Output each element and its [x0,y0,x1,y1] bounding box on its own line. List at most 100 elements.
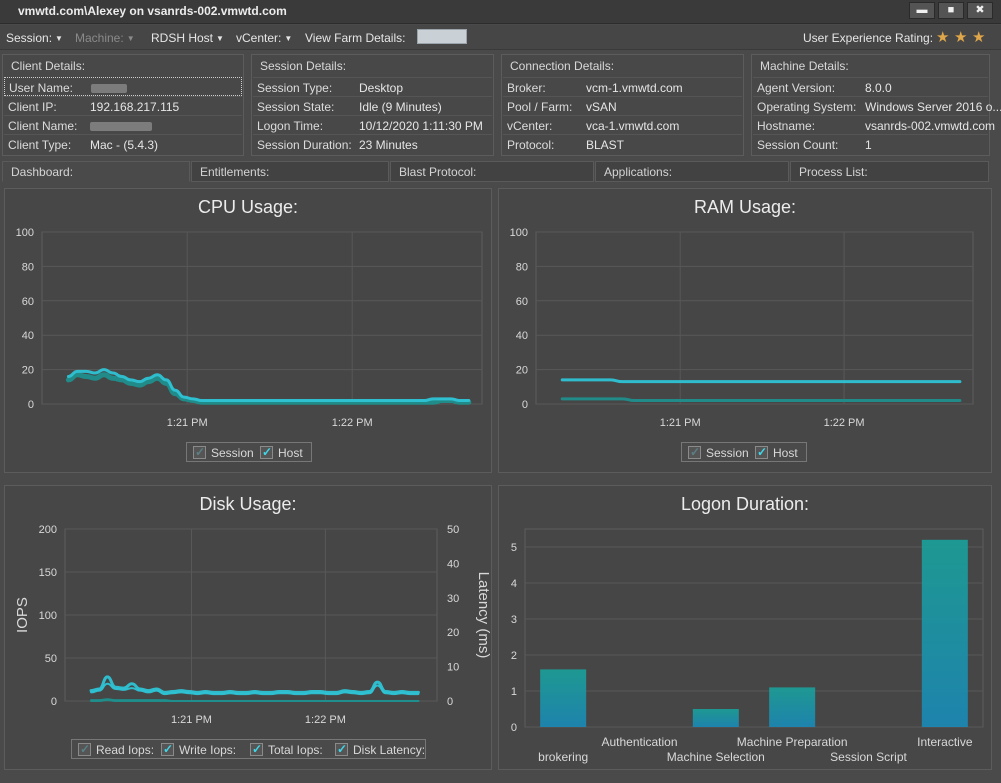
legend-read-iops[interactable]: Read Iops: [78,742,154,757]
legend-total-iops[interactable]: Total Iops: [250,742,323,757]
close-button[interactable]: ✖ [967,2,993,19]
tab-dashboard[interactable]: Dashboard: [2,161,190,182]
disk-legend: Read Iops: Write Iops: Total Iops: Disk … [71,739,426,759]
y-tick-label: 80 [22,261,34,273]
x-tick-label: 1:22 PM [305,714,346,726]
y2-tick-label: 50 [447,524,459,536]
client-row-ip: Client IP: 192.168.217.115 [4,96,242,115]
row-value: Idle (9 Minutes) [359,100,442,114]
cpu-legend: Session Host [186,442,312,462]
y-tick-label: 100 [16,227,34,239]
machine-row: Agent Version: 8.0.0 [753,77,988,96]
user-name-value [91,81,127,95]
series-line-disk-latency- [90,698,420,702]
y-axis-label: IOPS [14,597,31,633]
view-farm-details-box[interactable] [417,29,467,44]
connection-row: Broker: vcm-1.vmwtd.com [503,77,742,96]
connection-row: Pool / Farm: vSAN [503,96,742,115]
series-line-host [560,378,962,384]
session-row: Session State: Idle (9 Minutes) [253,96,492,115]
legend-disk-latency[interactable]: Disk Latency: [335,742,425,757]
row-key: Broker: [507,81,546,95]
category-label: Machine Selection [667,750,765,764]
maximize-button[interactable]: ■ [938,2,964,19]
checkbox-icon[interactable] [755,445,768,459]
row-value: vsanrds-002.vmwtd.com [865,119,996,133]
tab-applications[interactable]: Applications: [595,161,789,182]
chevron-down-icon: ▼ [216,34,224,43]
y-tick-label: 0 [28,399,34,411]
disk-chart-svg: 0 50 100 150 200 1:21 PM 1:22 PM 0 10 20 30 40 50 IOP… [14,524,492,726]
bar-machine-selection [692,709,739,727]
category-label: Machine Preparation [737,735,848,749]
row-key: User Name: [9,81,74,95]
series-line-write-iops- [90,682,420,696]
checkbox-icon[interactable] [335,742,348,756]
x-tick-label: 1:21 PM [167,417,208,429]
vcenter-menu[interactable]: vCenter: ▼ [236,31,293,45]
legend-host[interactable]: Host [755,445,798,460]
checkbox-icon[interactable] [688,445,701,459]
tab-strip: Dashboard: Entitlements: Blast Protocol:… [0,161,1001,182]
x-tick-label: 1:21 PM [171,714,212,726]
client-row-user-name[interactable]: User Name: [4,77,242,96]
y2-axis-label: Latency (ms) [475,572,492,659]
row-key: Client Type: [8,138,72,152]
row-value: vcm-1.vmwtd.com [586,81,683,95]
row-value: 23 Minutes [359,138,418,152]
y2-tick-label: 10 [447,662,459,674]
ram-usage-chart: RAM Usage: 0 20 40 60 80 100 1:21 PM 1:22 PM Se… [498,188,992,473]
chevron-down-icon: ▼ [284,34,293,43]
legend-write-iops[interactable]: Write Iops: [161,742,236,757]
y-tick-label: 40 [22,330,34,342]
x-tick-label: 1:22 PM [824,417,865,429]
checkbox-icon[interactable] [250,742,263,756]
ux-rating-label: User Experience Rating: [803,31,934,45]
y2-tick-label: 0 [447,696,453,708]
y-tick-label: 4 [511,578,517,590]
tab-entitlements[interactable]: Entitlements: [191,161,389,182]
y-tick-label: 20 [22,365,34,377]
tab-blast-protocol[interactable]: Blast Protocol: [390,161,594,182]
row-key: Client IP: [8,100,57,114]
series-line-total-iops- [89,675,420,694]
y-tick-label: 150 [39,567,57,579]
window-title: vmwtd.com\Alexey on vsanrds-002.vmwtd.co… [18,4,287,18]
bar-brokering [540,669,587,727]
machine-row: Operating System: Windows Server 2016 o..… [753,96,1001,115]
client-details-panel: Client Details: User Name: Client IP: 19… [2,54,244,156]
y-tick-label: 20 [516,365,528,377]
row-value: BLAST [586,138,625,152]
session-row: Logon Time: 10/12/2020 1:11:30 PM [253,115,492,134]
view-farm-details-label: View Farm Details: [305,31,406,45]
row-key: Session Count: [757,138,839,152]
checkbox-icon[interactable] [193,445,206,459]
y-tick-label: 3 [511,614,517,626]
plot-area [41,231,483,405]
y-tick-label: 0 [522,399,528,411]
rdsh-host-menu[interactable]: RDSH Host ▼ [151,31,224,45]
checkbox-icon[interactable] [161,742,174,756]
legend-session[interactable]: Session [193,445,254,460]
client-name-value [90,119,152,133]
machine-menu[interactable]: Machine: ▼ [75,31,135,45]
checkbox-icon[interactable] [78,742,91,756]
minimize-button[interactable]: ▬ [909,2,935,19]
tab-process-list[interactable]: Process List: [790,161,989,182]
y-tick-label: 80 [516,261,528,273]
y-tick-label: 2 [511,650,517,662]
logon-duration-chart: Logon Duration: 0 1 2 3 4 5 brokering Authentic… [498,485,992,770]
legend-session[interactable]: Session [688,445,749,460]
series-line-host [66,368,471,403]
session-menu[interactable]: Session: ▼ [6,31,63,45]
connection-row: vCenter: vca-1.vmwtd.com [503,115,742,134]
y-tick-label: 100 [510,227,528,239]
row-key: Protocol: [507,138,555,152]
row-key: Agent Version: [757,81,836,95]
legend-host[interactable]: Host [260,445,303,460]
row-value: 10/12/2020 1:11:30 PM [359,119,483,133]
y2-tick-label: 40 [447,558,459,570]
row-value: vca-1.vmwtd.com [586,119,680,133]
checkbox-icon[interactable] [260,445,273,459]
row-key: Hostname: [757,119,816,133]
